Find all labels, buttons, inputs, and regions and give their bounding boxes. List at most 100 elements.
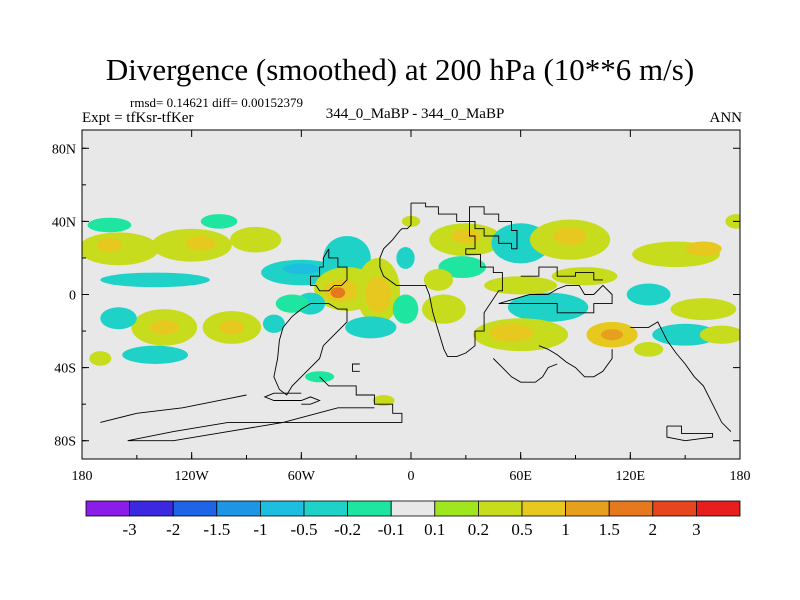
contour-region-39	[551, 267, 618, 286]
colorbar-swatch-13	[652, 500, 697, 517]
contour-region-19	[275, 294, 309, 313]
colorbar-swatch-1	[129, 500, 174, 517]
coastline-12	[666, 425, 714, 442]
contour-region-51	[633, 342, 664, 357]
contour-region-28	[372, 395, 395, 406]
colorbar-swatch-8	[434, 500, 479, 517]
y-tick-label-4: 80S	[54, 435, 76, 450]
coastline-9	[538, 345, 613, 378]
y-axis: 80N 40N 0 40S 80S	[52, 142, 740, 450]
colorbar-label-13: 3	[692, 520, 701, 539]
case-label: 344_0_MaBP - 344_0_MaBP	[325, 106, 505, 122]
coastline-4	[127, 376, 403, 442]
contour-region-34	[421, 294, 466, 324]
colorbar-label-9: 0.5	[511, 520, 532, 539]
x-tick-label-5: 120E	[616, 469, 646, 484]
contour-region-5	[200, 214, 238, 229]
coastline-2	[310, 248, 348, 292]
coastline-10	[630, 321, 732, 432]
coastline-6	[100, 394, 247, 423]
coastline-0	[379, 202, 503, 358]
contour-region-29	[304, 371, 335, 383]
contour-region-50	[699, 325, 740, 344]
contour-region-37	[553, 226, 587, 246]
colorbar-label-0: -3	[123, 520, 137, 539]
contour-region-18	[345, 316, 397, 339]
contour-region-52	[725, 214, 740, 229]
x-tick-label-2: 60W	[288, 469, 316, 484]
contour-region-21	[149, 320, 179, 335]
season-label: ANN	[709, 110, 743, 126]
coastlines	[100, 202, 732, 442]
colorbar-swatch-11	[565, 500, 610, 517]
colorbar-label-11: 1.5	[599, 520, 620, 539]
chart-title: Divergence (smoothed) at 200 hPa (10**6 …	[105, 52, 695, 87]
contour-region-46	[685, 241, 722, 257]
contour-region-47	[626, 283, 671, 306]
contour-region-33	[423, 268, 454, 291]
contour-region-32	[438, 256, 486, 279]
colorbar-swatch-9	[477, 500, 523, 517]
coastline-7	[352, 363, 360, 372]
colorbar-swatch-7	[390, 500, 436, 517]
coastline-11	[492, 358, 558, 383]
x-tick-label-0: 180	[72, 469, 93, 484]
colorbar-label-3: -1	[253, 520, 267, 539]
contour-region-44	[601, 329, 624, 341]
colorbar-swatch-6	[347, 500, 392, 517]
coastline-3	[273, 303, 348, 396]
contour-region-38	[484, 276, 558, 295]
colorbar-label-8: 0.2	[468, 520, 489, 539]
colorbar-swatch-14	[696, 500, 741, 517]
x-tick-label-4: 60E	[509, 469, 532, 484]
contour-region-16	[392, 294, 419, 324]
contour-region-7	[100, 272, 210, 288]
y-tick-label-2: 0	[69, 289, 76, 304]
contour-region-3	[186, 236, 216, 251]
colorbar-label-5: -0.2	[334, 520, 361, 539]
x-tick-label-3: 0	[408, 469, 415, 484]
coastline-8	[498, 284, 613, 314]
contour-region-13	[330, 287, 346, 299]
colorbar-label-4: -0.5	[291, 520, 318, 539]
y-tick-label-0: 80N	[52, 142, 76, 157]
x-axis: 180 120W 60W 0 60E 120E 180	[72, 130, 751, 484]
colorbar-label-1: -2	[166, 520, 180, 539]
colorbar-swatch-2	[172, 500, 218, 517]
contour-region-24	[219, 320, 245, 335]
experiment-label: Expt = tfKsr-tfKer	[82, 110, 194, 126]
contour-region-22	[100, 307, 137, 330]
contour-region-48	[670, 298, 737, 321]
contour-region-42	[489, 323, 534, 343]
colorbar-label-6: -0.1	[378, 520, 405, 539]
x-tick-label-1: 120W	[175, 469, 210, 484]
coastline-1	[469, 206, 518, 250]
colorbar-label-12: 2	[649, 520, 658, 539]
contour-region-49	[652, 323, 719, 346]
colorbar-swatch-5	[303, 500, 348, 517]
contour-region-54	[396, 246, 415, 269]
coastline-5	[263, 392, 321, 405]
field-contours	[82, 214, 740, 406]
colorbar-swatch-10	[521, 500, 566, 517]
colorbar-label-10: 1	[561, 520, 570, 539]
colorbar: -3 -2 -1.5 -1 -0.5 -0.2 -0.1 0.1 0.2 0.5 1 1.5 2 3	[85, 500, 741, 539]
contour-region-40	[507, 292, 589, 322]
stats-label: rmsd= 0.14621 diff= 0.00152379	[130, 95, 303, 110]
coastline-13	[520, 266, 603, 281]
colorbar-label-2: -1.5	[203, 520, 230, 539]
contour-region-6	[87, 217, 132, 233]
contour-region-9	[283, 263, 320, 275]
contour-region-4	[230, 226, 282, 253]
y-tick-label-3: 40S	[54, 362, 76, 377]
colorbar-swatch-12	[608, 500, 654, 517]
contour-region-31	[451, 228, 481, 244]
contour-region-27	[89, 351, 112, 366]
colorbar-swatch-3	[216, 500, 261, 517]
contour-region-25	[262, 314, 285, 333]
colorbar-label-7: 0.1	[424, 520, 445, 539]
contour-region-1	[96, 237, 123, 253]
colorbar-swatch-4	[259, 500, 305, 517]
contour-region-26	[122, 345, 189, 364]
